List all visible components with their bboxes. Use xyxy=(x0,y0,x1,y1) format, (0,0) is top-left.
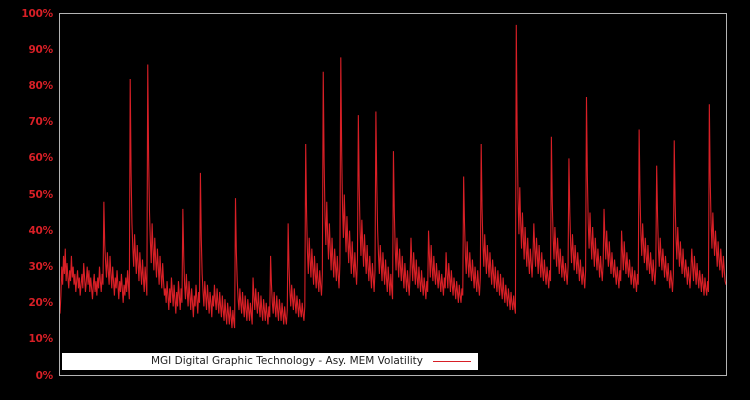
series-line xyxy=(60,24,726,329)
y-tick-label-70: 70% xyxy=(28,116,53,129)
y-tick-label-10: 10% xyxy=(28,333,53,346)
legend-label: MGI Digital Graphic Technology - Asy. ME… xyxy=(150,355,423,368)
legend: MGI Digital Graphic Technology - Asy. ME… xyxy=(62,353,478,370)
y-tick-label-40: 40% xyxy=(28,224,53,237)
y-tick-label-0: 0% xyxy=(35,369,54,382)
y-tick-label-80: 80% xyxy=(28,79,53,92)
y-tick-label-100: 100% xyxy=(21,7,53,20)
plot-inner xyxy=(60,14,726,375)
y-tick-label-20: 20% xyxy=(28,297,53,310)
y-axis: 100% 90% 80% 70% 60% 50% 40% 30% 20% 10% 0% xyxy=(0,0,56,400)
y-tick-label-50: 50% xyxy=(28,188,53,201)
y-tick-label-60: 60% xyxy=(28,152,53,165)
legend-line-swatch xyxy=(433,361,471,362)
y-tick-label-30: 30% xyxy=(28,260,53,273)
volatility-series xyxy=(60,24,726,329)
plot-area xyxy=(59,13,727,376)
y-tick-label-90: 90% xyxy=(28,43,53,56)
